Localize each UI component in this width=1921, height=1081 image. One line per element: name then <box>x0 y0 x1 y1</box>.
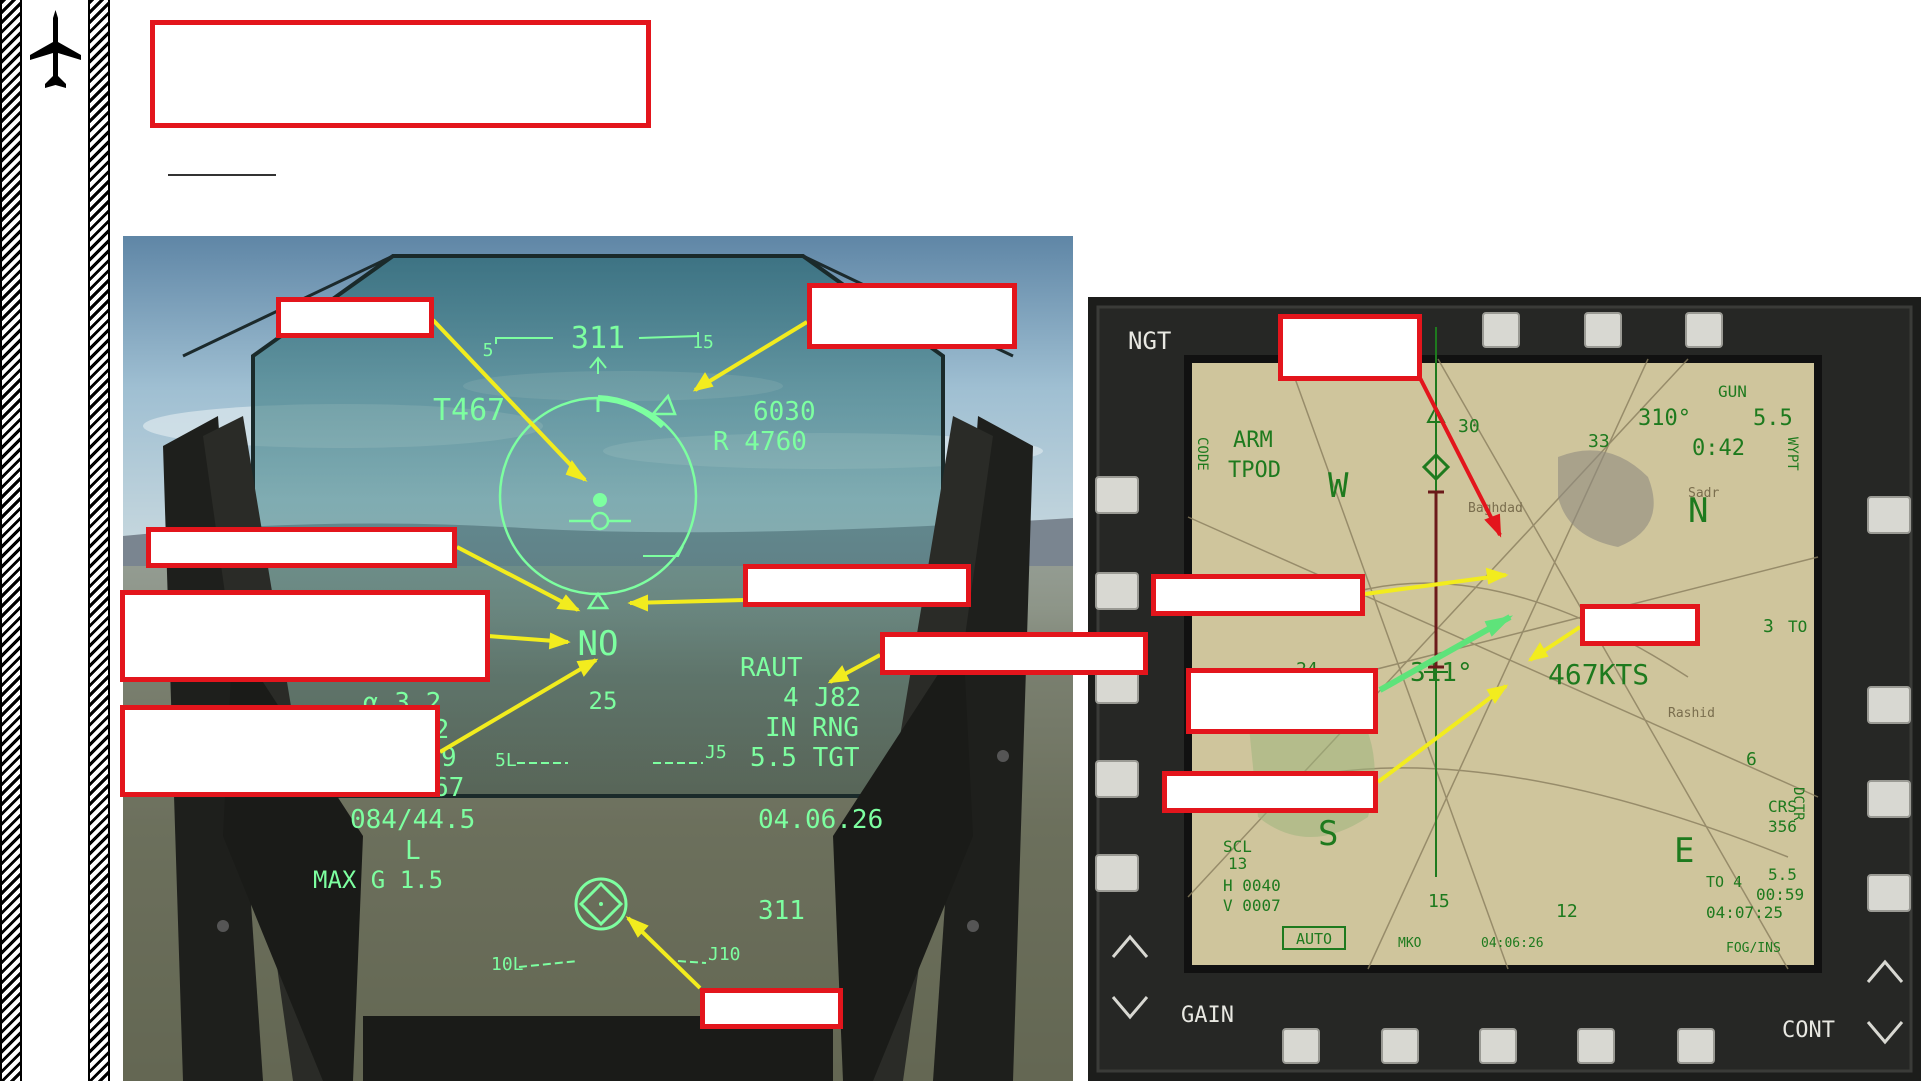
page-border-stripe-right <box>88 0 110 1081</box>
mfd-map-town-2: Sadr <box>1688 486 1719 501</box>
hud-heading-tick-left: 5 <box>483 340 494 361</box>
mfd-label-box-3 <box>1580 604 1700 646</box>
mfd-scl-label: SCL <box>1223 837 1252 856</box>
mfd-side-label-wypt: WYPT <box>1784 437 1800 471</box>
title-underline <box>168 174 276 176</box>
mfd-to-line: TO 4 <box>1706 873 1742 891</box>
hud-max-g: MAX G 1.5 <box>313 866 443 894</box>
mfd-tick-3: 3 <box>1763 616 1774 637</box>
mfd-to-label: TO <box>1788 617 1807 636</box>
hud-label-box-6 <box>743 564 971 607</box>
hud-label-box-4 <box>120 590 490 682</box>
hud-target-id: 4 J82 <box>783 683 861 713</box>
mfd-tpod-label: TPOD <box>1228 458 1281 483</box>
title-label-box <box>150 20 651 128</box>
hud-l-letter: L <box>405 836 421 866</box>
cont-up-arrow-icon[interactable] <box>1866 959 1904 983</box>
mfd-tick-6: 6 <box>1746 749 1757 770</box>
hud-pitch-10-right: J10 <box>708 944 741 965</box>
mfd-label-box-1 <box>1278 314 1422 381</box>
hud-range-top: 6030 <box>753 397 816 427</box>
hud-in-range: IN RNG <box>765 713 859 743</box>
mfd-tick-30: 30 <box>1458 416 1480 437</box>
mfd-distance: 5.5 <box>1753 406 1793 431</box>
mfd-tick-15: 15 <box>1428 891 1450 912</box>
mfd-crs-label: CRS <box>1768 797 1797 816</box>
hud-bottom-heading: 311 <box>758 896 805 926</box>
hud-time: 04.06.26 <box>758 805 883 835</box>
mfd-label-box-2 <box>1151 574 1365 616</box>
mfd-h-value: H 0040 <box>1223 876 1281 895</box>
mfd-label-box-5 <box>1162 771 1378 813</box>
hud-bearing: 084/44.5 <box>350 805 475 835</box>
hud-mode: RAUT <box>740 653 803 683</box>
hud-below-no: 25 <box>589 687 618 715</box>
mfd-ngt-label: NGT <box>1128 327 1171 355</box>
mfd-side-label-dctr: DCTR <box>1790 787 1806 821</box>
gain-down-arrow-icon[interactable] <box>1111 996 1149 1020</box>
hud-no-label: NO <box>578 624 619 664</box>
hud-label-box-2 <box>807 283 1017 349</box>
mfd-label-box-4 <box>1186 668 1378 734</box>
mfd-compass-e: E <box>1674 831 1694 871</box>
mfd-speed: 467KTS <box>1548 658 1649 691</box>
mfd-gain-label: GAIN <box>1181 1003 1234 1028</box>
hud-left-fragment-2: 9 <box>441 743 457 773</box>
mfd-to-clock: 04:07:25 <box>1706 903 1783 922</box>
mfd-compass-n: N <box>1688 491 1708 531</box>
aircraft-icon <box>30 10 81 88</box>
mfd-side-label-left: CODE <box>1194 437 1210 471</box>
hud-target-distance: 5.5 TGT <box>750 743 860 773</box>
hud-range-r: R 4760 <box>713 427 807 457</box>
hud-label-box-5 <box>120 705 440 797</box>
mfd-cont-label: CONT <box>1782 1018 1835 1043</box>
hud-pitch-5-left: 5L <box>495 750 517 771</box>
hud-label-box-1 <box>276 297 434 338</box>
mfd-time-to: 0:42 <box>1692 436 1745 461</box>
mfd-tick-33: 33 <box>1588 431 1610 452</box>
hud-label-box-3 <box>146 527 457 568</box>
mfd-compass-w: W <box>1328 466 1349 506</box>
hud-label-box-7 <box>880 632 1148 675</box>
hud-label-box-8 <box>700 988 843 1029</box>
mfd-gun-label: GUN <box>1718 382 1747 401</box>
mfd-mko-label: MKO <box>1398 936 1422 951</box>
mfd-map-town-3: Rashid <box>1668 706 1715 721</box>
mfd-scl-value: 13 <box>1228 854 1247 873</box>
hud-pitch-10-left: 10L <box>491 954 524 975</box>
mfd-map-town-1: Baghdad <box>1468 501 1523 516</box>
mfd-fog-ins: FOG/INS <box>1726 941 1781 956</box>
page-border-stripe-left <box>0 0 22 1081</box>
mfd-to-distance: 5.5 <box>1768 865 1797 884</box>
hud-altitude-label: T467 <box>433 393 505 428</box>
cont-down-arrow-icon[interactable] <box>1866 1021 1904 1045</box>
mfd-arm-label: ARM <box>1233 428 1273 453</box>
mfd-tick-12: 12 <box>1556 901 1578 922</box>
mfd-auto-button[interactable]: AUTO <box>1296 930 1332 948</box>
gain-up-arrow-icon[interactable] <box>1111 934 1149 958</box>
mfd-date-bottom: 04:06:26 <box>1481 936 1544 951</box>
mfd-crs-value: 356 <box>1768 817 1797 836</box>
mfd-heading-deg: 310° <box>1638 406 1691 431</box>
hud-heading: 311 <box>571 321 625 356</box>
mfd-compass-s: S <box>1318 814 1338 854</box>
mfd-to-time: 00:59 <box>1756 885 1804 904</box>
mfd-v-value: V 0007 <box>1223 896 1281 915</box>
hud-pitch-5-right: J5 <box>705 742 727 763</box>
